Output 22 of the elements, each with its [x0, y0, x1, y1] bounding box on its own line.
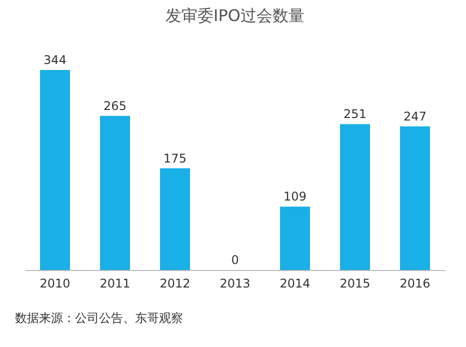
bar [400, 126, 430, 270]
x-tick-label: 2011 [100, 276, 130, 290]
data-label: 0 [231, 253, 239, 267]
x-tick-label: 2014 [280, 276, 310, 290]
data-label: 251 [344, 107, 366, 122]
x-tick-label: 2012 [160, 276, 190, 290]
x-tick-label: 2015 [340, 276, 370, 290]
bar [40, 70, 70, 270]
bar [160, 168, 190, 270]
bar [100, 116, 130, 270]
chart-title: 发审委IPO过会数量 [166, 6, 304, 25]
x-tick-label: 2013 [220, 276, 250, 290]
data-label: 109 [284, 190, 306, 204]
x-tick-label: 2010 [40, 276, 70, 290]
bar [340, 124, 370, 270]
data-label: 344 [44, 53, 66, 67]
x-tick-label: 2016 [400, 276, 430, 290]
bar [280, 206, 310, 270]
source-note: 数据来源：公司公告、东哥观察 [15, 311, 183, 325]
data-label: 175 [164, 151, 186, 166]
data-label: 265 [104, 98, 126, 113]
data-label: 247 [404, 109, 426, 124]
